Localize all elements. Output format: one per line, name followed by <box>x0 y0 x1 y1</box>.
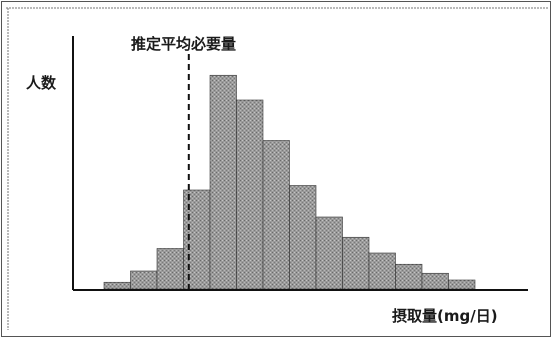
histogram-bar-1 <box>103 281 131 290</box>
x-axis-label: 摂取量(mg/日) <box>392 307 498 325</box>
histogram-bar-14 <box>448 279 476 290</box>
histogram-bar-12 <box>395 263 423 290</box>
y-axis-label: 人数 <box>26 74 57 92</box>
bars-layer <box>103 74 476 290</box>
histogram-bar-7 <box>262 140 290 290</box>
histogram-bar-10 <box>342 236 370 290</box>
annotation-label: 推定平均必要量 <box>131 35 236 53</box>
histogram-bar-3 <box>156 248 184 290</box>
histogram-bar-5 <box>209 74 237 290</box>
histogram-bar-4 <box>183 189 211 290</box>
histogram-bar-6 <box>236 99 264 290</box>
histogram-bar-11 <box>368 252 396 290</box>
histogram-bar-9 <box>315 216 343 290</box>
histogram-bar-13 <box>421 272 449 290</box>
histogram-bar-8 <box>289 185 317 290</box>
histogram-bar-2 <box>130 270 158 290</box>
